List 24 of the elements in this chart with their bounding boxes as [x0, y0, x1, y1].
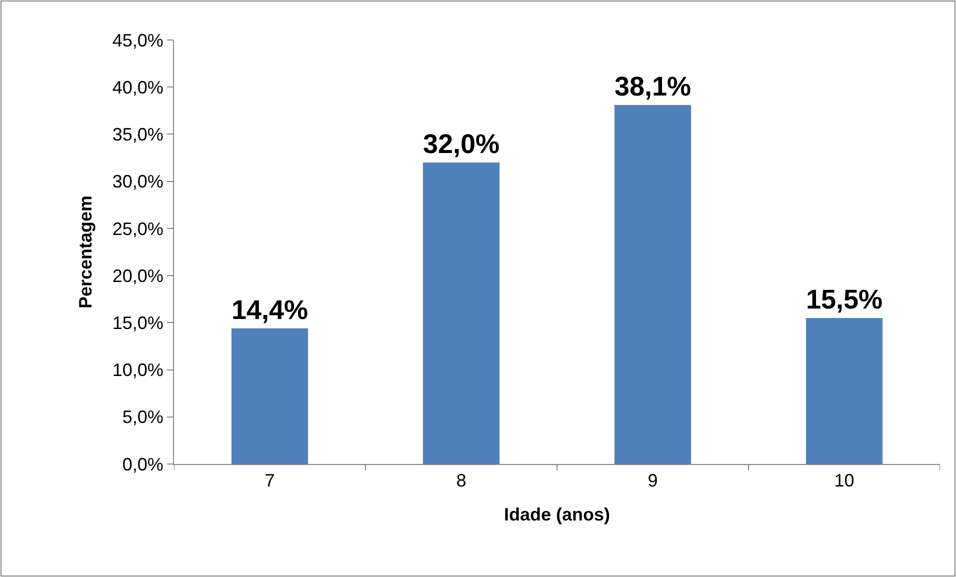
bar [231, 328, 308, 464]
y-tick-label: 15,0% [112, 312, 164, 333]
bar [806, 318, 883, 464]
y-tick-label: 25,0% [112, 218, 164, 239]
x-tick-label: 10 [834, 470, 854, 491]
y-tick-label: 30,0% [112, 172, 164, 192]
y-tick-label: 45,0% [112, 30, 164, 50]
data-label: 14,4% [231, 294, 308, 325]
y-tick-label: 35,0% [112, 124, 164, 145]
y-tick-label: 20,0% [112, 266, 164, 286]
data-label: 38,1% [614, 72, 692, 102]
bar [614, 105, 692, 464]
y-tick-label: 10,0% [112, 360, 164, 380]
y-tick-label: 40,0% [112, 77, 164, 98]
x-axis-title: Idade (anos) [504, 504, 610, 525]
x-tick-label: 8 [456, 470, 466, 491]
bar [422, 162, 500, 464]
y-tick-label: 0,0% [122, 454, 164, 474]
x-tick-label: 7 [264, 470, 275, 491]
data-label: 32,0% [422, 129, 500, 160]
x-tick-label: 9 [648, 470, 658, 491]
y-tick-label: 5,0% [122, 407, 164, 428]
y-axis-title: Percentagem [76, 195, 96, 309]
data-label: 15,5% [806, 284, 883, 315]
